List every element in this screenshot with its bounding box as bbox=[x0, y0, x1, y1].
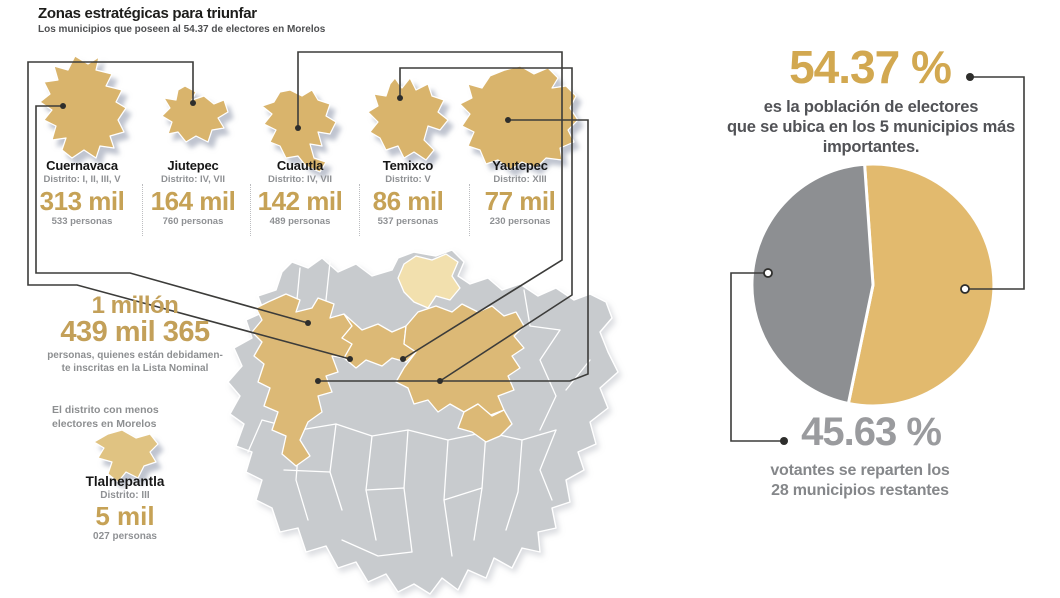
card-cuautla: Cuautla Distrito: IV, VII 142 mil 489 pe… bbox=[246, 158, 354, 227]
municipality-district: Distrito: III bbox=[100, 490, 150, 501]
total-caption-line2: te inscritas en la Lista Nominal bbox=[61, 362, 209, 374]
connector-pie-gold bbox=[969, 76, 1025, 290]
connector-jiutepec bbox=[27, 61, 351, 360]
connector-pie-gray bbox=[730, 272, 784, 442]
card-temixco: Temixco Distrito: V 86 mil 537 personas bbox=[354, 158, 462, 227]
pie-percentage-bottom: 45.63 % bbox=[801, 410, 942, 454]
connector-cuautla bbox=[297, 51, 563, 360]
least-intro-line1: El distrito con menos bbox=[52, 404, 159, 416]
card-divider bbox=[359, 184, 360, 236]
map-gold-mid bbox=[341, 313, 417, 369]
municipality-persons: 230 personas bbox=[489, 216, 551, 227]
map-highlighted-municipalities bbox=[251, 293, 525, 467]
municipality-persons: 760 personas bbox=[162, 216, 224, 227]
tlalnepantla-shape bbox=[93, 429, 159, 483]
pie-caption-bottom: votantes se reparten los 28 municipios r… bbox=[740, 461, 980, 501]
total-electors-block: 1 millón 439 mil 365 personas, quienes e… bbox=[28, 294, 242, 375]
municipality-district: Distrito: XIII bbox=[493, 174, 547, 185]
card-divider bbox=[142, 184, 143, 236]
tlalnepantla-shape-group bbox=[93, 429, 159, 483]
card-tlalnepantla: Tlalnepantla Distrito: III 5 mil 027 per… bbox=[60, 474, 190, 542]
connector-lines bbox=[27, 51, 1025, 442]
connector-cuernavaca bbox=[35, 105, 309, 324]
municipality-persons: 489 personas bbox=[269, 216, 331, 227]
pie-caption-top-line2: que se ubica en los 5 municipios más bbox=[726, 118, 1016, 136]
cuautla-shape bbox=[261, 89, 337, 173]
pie-caption-bottom-line2: 28 municipios restantes bbox=[771, 482, 949, 499]
least-intro-line2: electores en Morelos bbox=[52, 418, 157, 430]
municipality-electors: 313 mil bbox=[39, 186, 125, 216]
municipality-name: Temixco bbox=[382, 158, 434, 173]
municipality-name: Cuernavaca bbox=[46, 158, 118, 173]
municipality-shapes bbox=[39, 55, 579, 173]
municipality-persons: 537 personas bbox=[377, 216, 439, 227]
municipality-electors: 142 mil bbox=[257, 186, 343, 216]
card-divider bbox=[250, 184, 251, 236]
card-cuernavaca: Cuernavaca Distrito: I, II, III, V 313 m… bbox=[28, 158, 136, 227]
pie-caption-bottom-line1: votantes se reparten los bbox=[770, 462, 950, 479]
pie-slice-gray bbox=[750, 162, 875, 405]
connector-open-circles bbox=[763, 268, 970, 294]
total-line2: 439 mil 365 bbox=[60, 316, 210, 348]
temixco-shape bbox=[367, 77, 449, 161]
yautepec-shape bbox=[459, 65, 579, 171]
card-yautepec: Yautepec Distrito: XIII 77 mil 230 perso… bbox=[466, 158, 574, 227]
card-jiutepec: Jiutepec Distrito: IV, VII 164 mil 760 p… bbox=[139, 158, 247, 227]
municipality-electors: 77 mil bbox=[484, 186, 556, 216]
municipality-name: Yautepec bbox=[492, 158, 548, 173]
total-line1: 1 millón bbox=[91, 292, 179, 319]
pie-slice-gold bbox=[846, 162, 996, 408]
pie-percentage-top: 54.37 % bbox=[789, 41, 952, 93]
pie-chart bbox=[750, 162, 996, 408]
map-gold-east-lobe bbox=[457, 403, 513, 443]
municipality-persons: 533 personas bbox=[51, 216, 113, 227]
map-internal-borders bbox=[247, 261, 591, 557]
jiutepec-shape bbox=[161, 85, 229, 143]
pie-caption-top: es la población de electores que se ubic… bbox=[726, 97, 1016, 157]
municipality-district: Distrito: I, II, III, V bbox=[43, 174, 121, 185]
total-caption: personas, quienes están debidamen- te in… bbox=[28, 350, 242, 375]
morelos-map bbox=[227, 249, 619, 595]
least-district-intro: El distrito con menos electores en Morel… bbox=[52, 403, 159, 431]
total-caption-line1: personas, quienes están debidamen- bbox=[47, 350, 223, 361]
map-tlalnepantla-pale bbox=[397, 253, 461, 309]
page-title: Zonas estratégicas para triunfar bbox=[38, 5, 257, 22]
connector-temixco bbox=[399, 67, 573, 382]
cuernavaca-shape bbox=[39, 55, 127, 159]
page-subtitle: Los municipios que poseen al 54.37 de el… bbox=[38, 24, 326, 35]
pie-caption-top-line1: es la población de electores bbox=[763, 98, 979, 116]
connector-yautepec bbox=[318, 119, 589, 382]
municipality-electors: 164 mil bbox=[150, 186, 236, 216]
municipality-electors: 86 mil bbox=[372, 186, 444, 216]
map-gold-west bbox=[251, 293, 353, 467]
municipality-district: Distrito: V bbox=[385, 174, 431, 185]
municipality-district: Distrito: IV, VII bbox=[267, 174, 333, 185]
municipality-persons: 027 personas bbox=[93, 531, 157, 542]
municipality-name: Cuautla bbox=[276, 158, 324, 173]
municipality-name: Tlalnepantla bbox=[85, 474, 165, 489]
connector-dots bbox=[60, 73, 974, 445]
municipality-name: Jiutepec bbox=[167, 158, 219, 173]
municipality-district: Distrito: IV, VII bbox=[160, 174, 226, 185]
municipality-electors: 5 mil bbox=[95, 501, 155, 531]
card-divider bbox=[469, 184, 470, 236]
pie-caption-top-line3: importantes. bbox=[822, 138, 920, 156]
